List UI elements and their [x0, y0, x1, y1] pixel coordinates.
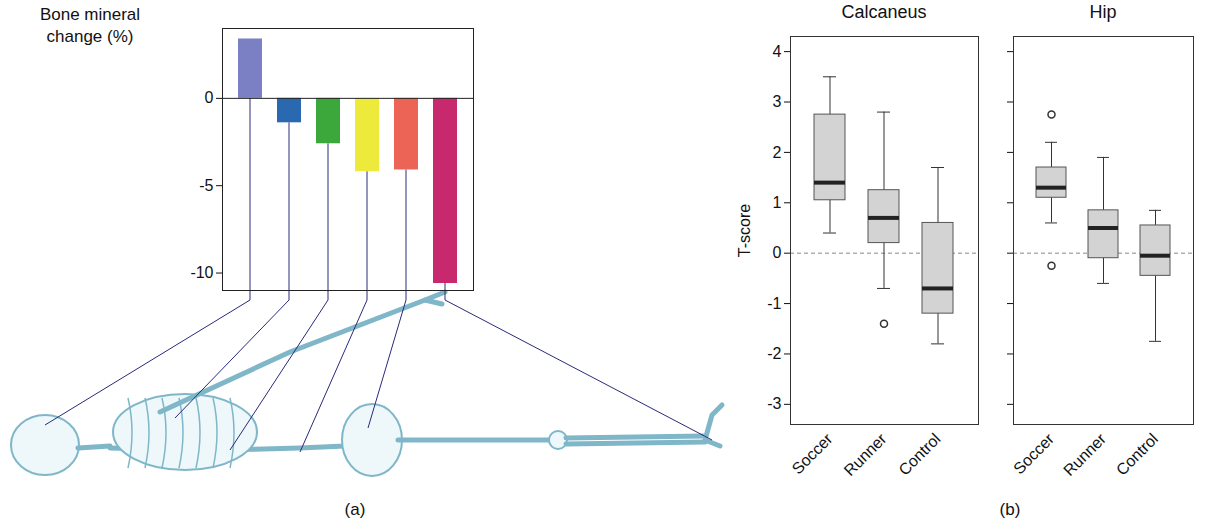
svg-text:-10: -10 [190, 264, 213, 281]
svg-text:2: 2 [773, 144, 782, 161]
svg-text:-2: -2 [767, 345, 781, 362]
svg-text:0: 0 [205, 89, 214, 106]
svg-text:Control: Control [895, 430, 943, 478]
svg-text:Soccer: Soccer [789, 430, 837, 478]
svg-text:0: 0 [773, 244, 782, 261]
html-text:(a): (a) [344, 500, 366, 519]
svg-text:Control: Control [1113, 430, 1161, 478]
html-text:Bone mineral change (%): Bone mineral change (%) [39, 5, 141, 46]
html-text:Calcaneus: Calcaneus [841, 2, 927, 22]
svg-text:1: 1 [773, 194, 782, 211]
html-text:(b): (b) [999, 500, 1021, 519]
svg-text:4: 4 [773, 43, 782, 60]
svg-text:Soccer: Soccer [1010, 430, 1058, 478]
svg-text:-5: -5 [199, 177, 213, 194]
svg-text:-1: -1 [767, 295, 781, 312]
svg-text:-3: -3 [767, 395, 781, 412]
svg-text:Runner: Runner [1060, 430, 1110, 480]
html-text:Hip: Hip [1089, 2, 1117, 22]
svg-text:Runner: Runner [841, 430, 891, 480]
svg-text:3: 3 [773, 93, 782, 110]
svg-text:T-score: T-score [736, 204, 753, 257]
